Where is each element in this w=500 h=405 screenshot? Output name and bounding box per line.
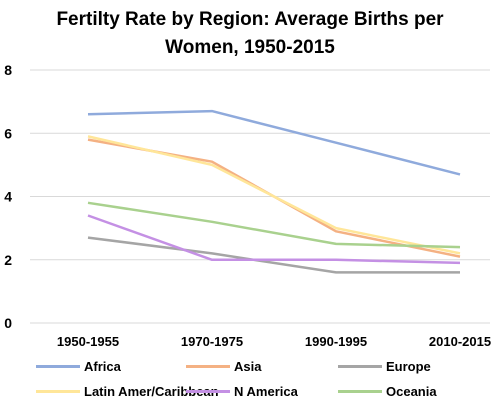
series-line-oceania <box>87 201 461 249</box>
series-line-n-america <box>87 214 461 265</box>
chart-title-line-1: Fertilty Rate by Region: Average Births … <box>56 9 444 30</box>
legend-item: Oceania <box>338 384 437 399</box>
gridlines <box>30 69 490 324</box>
series-lines <box>87 109 461 274</box>
legend-item: Europe <box>338 359 431 374</box>
legend-label: Asia <box>234 359 262 374</box>
legend-label: Africa <box>84 359 121 374</box>
legend-swatch <box>36 390 80 393</box>
y-tick-label: 4 <box>4 189 12 205</box>
legend-label: Oceania <box>386 384 437 399</box>
x-tick-label: 1950-1955 <box>57 334 119 349</box>
line-chart: 0 2 4 6 8 1950-1955 1970-1975 1990-1995 2010-20… <box>4 62 491 349</box>
series-line-asia <box>87 138 461 258</box>
y-tick-label: 0 <box>4 315 12 331</box>
legend-swatch <box>36 365 80 368</box>
legend-label: Europe <box>386 359 431 374</box>
y-axis-ticks: 0 2 4 6 8 <box>4 62 12 331</box>
series-line-europe <box>87 236 460 274</box>
chart-title: Fertilty Rate by Region: Average Births … <box>0 6 500 62</box>
legend-swatch <box>338 390 382 393</box>
x-tick-label: 1970-1975 <box>181 334 243 349</box>
chart-title-line-2: Women, 1950-2015 <box>165 37 335 58</box>
y-tick-label: 8 <box>4 62 12 78</box>
x-tick-label: 2010-2015 <box>429 334 491 349</box>
x-tick-label: 1990-1995 <box>305 334 367 349</box>
legend-item: Asia <box>186 359 261 374</box>
legend-swatch <box>338 365 382 368</box>
y-tick-label: 6 <box>4 125 12 141</box>
legend-swatch <box>186 390 230 393</box>
y-tick-label: 2 <box>4 252 12 268</box>
legend-item: N America <box>186 384 298 399</box>
x-axis-ticks: 1950-1955 1970-1975 1990-1995 2010-2015 <box>57 334 491 349</box>
legend-item: Latin Amer/Caribbean <box>36 384 219 399</box>
legend-label: N America <box>234 384 298 399</box>
legend: Africa Asia Europe Latin Amer/Caribbean N Am… <box>0 356 500 401</box>
series-line-latin-amer-caribbean <box>87 135 461 255</box>
legend-label: Latin Amer/Caribbean <box>84 384 219 399</box>
legend-item: Africa <box>36 359 121 374</box>
series-line-africa <box>87 109 461 176</box>
legend-swatch <box>186 365 230 368</box>
